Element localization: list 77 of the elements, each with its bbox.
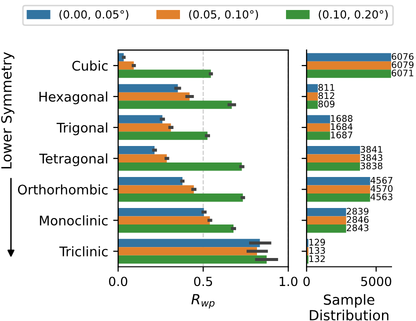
data-label: 812 bbox=[318, 92, 334, 100]
x-tick-label: 1.0 bbox=[280, 276, 298, 286]
y-tick-label: Tetragonal bbox=[39, 153, 108, 166]
bar bbox=[306, 100, 318, 109]
data-label: 3843 bbox=[360, 154, 382, 162]
bar bbox=[306, 115, 330, 124]
bar bbox=[306, 176, 370, 186]
bar bbox=[306, 70, 392, 78]
x-axis-title: R$_{wp}$ bbox=[191, 294, 215, 309]
bar bbox=[118, 216, 210, 224]
bar bbox=[118, 238, 260, 248]
bar bbox=[118, 224, 234, 233]
bar bbox=[306, 132, 330, 140]
data-label: 1684 bbox=[331, 123, 352, 130]
data-label: 2839 bbox=[346, 208, 368, 215]
x-tick-label: 0.0 bbox=[109, 276, 128, 286]
bar bbox=[118, 176, 182, 186]
data-label: 133 bbox=[309, 247, 325, 254]
bar bbox=[306, 208, 346, 216]
bar bbox=[306, 53, 392, 62]
data-label: 129 bbox=[309, 238, 325, 246]
bar bbox=[118, 162, 242, 171]
data-label: 6079 bbox=[392, 61, 414, 68]
bar bbox=[118, 255, 267, 264]
bar bbox=[118, 84, 178, 92]
bar bbox=[118, 208, 204, 216]
data-label: 1688 bbox=[331, 114, 352, 122]
y-tick-label: Cubic bbox=[72, 60, 108, 71]
bar bbox=[118, 115, 162, 124]
bar bbox=[306, 185, 370, 194]
bar bbox=[306, 154, 360, 163]
bar bbox=[118, 70, 211, 78]
bar bbox=[118, 193, 243, 202]
data-label: 1687 bbox=[331, 132, 352, 138]
data-label: 2846 bbox=[346, 216, 369, 223]
x-tick-label: 0.5 bbox=[194, 276, 212, 286]
bar bbox=[306, 162, 360, 171]
bar bbox=[306, 146, 360, 154]
data-label: 3841 bbox=[360, 146, 382, 153]
bar bbox=[118, 154, 167, 163]
bar bbox=[306, 84, 318, 92]
bar bbox=[118, 100, 232, 109]
data-label: 3838 bbox=[360, 162, 382, 170]
data-label: 6076 bbox=[392, 53, 414, 60]
data-label: 6071 bbox=[392, 70, 414, 76]
data-label: 4570 bbox=[370, 185, 393, 192]
bar bbox=[118, 123, 171, 132]
bar bbox=[118, 247, 257, 256]
bar bbox=[306, 61, 392, 70]
data-label: 809 bbox=[318, 100, 334, 108]
bar bbox=[306, 123, 330, 132]
bar bbox=[118, 132, 208, 140]
data-label: 132 bbox=[309, 255, 325, 262]
bar bbox=[306, 193, 370, 202]
y-tick-label: Hexagonal bbox=[39, 91, 108, 104]
y-tick-label: Triclinic bbox=[59, 246, 108, 256]
legend-label: (0.05, 0.10°) bbox=[189, 10, 258, 20]
legend-label: (0.00, 0.05°) bbox=[59, 10, 128, 20]
data-label: 4567 bbox=[370, 176, 392, 184]
data-label: 811 bbox=[318, 84, 334, 91]
y-tick-label: Monoclinic bbox=[40, 215, 108, 226]
y-axis-title: Lower Symmetry bbox=[1, 52, 14, 168]
x-axis-title: Sample Distribution bbox=[310, 294, 388, 320]
bar bbox=[118, 92, 190, 101]
data-label: 4563 bbox=[370, 193, 392, 200]
y-tick-label: Orthorhombic bbox=[18, 184, 108, 195]
data-label: 2843 bbox=[346, 224, 368, 232]
bar bbox=[118, 61, 134, 70]
legend-label: (0.10, 0.20°) bbox=[318, 10, 388, 20]
bar bbox=[306, 92, 318, 101]
bar bbox=[118, 146, 155, 154]
bar bbox=[306, 216, 346, 224]
bar bbox=[118, 185, 194, 194]
bar bbox=[306, 224, 346, 233]
y-tick-label: Trigonal bbox=[56, 122, 108, 136]
x-tick-label: 5000 bbox=[361, 276, 392, 286]
x-tick-label: 0 bbox=[303, 276, 310, 286]
